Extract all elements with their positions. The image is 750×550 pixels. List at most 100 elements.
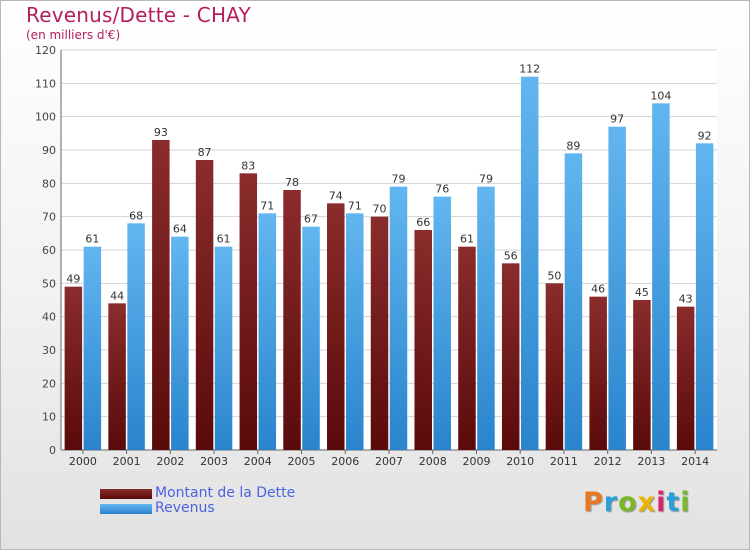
bar-revenue	[608, 126, 626, 451]
data-label-revenue: 92	[698, 129, 712, 142]
x-tick-label: 2003	[200, 455, 228, 468]
bar-debt	[370, 216, 389, 450]
bar-debt	[545, 283, 564, 450]
bar-debt	[589, 296, 607, 450]
data-label-revenue: 67	[304, 213, 318, 226]
bar-revenue	[389, 186, 408, 450]
y-tick-label: 30	[42, 344, 56, 357]
data-label-revenue: 79	[392, 173, 406, 186]
logo-letter: o	[618, 487, 638, 518]
y-tick-label: 10	[42, 411, 56, 424]
x-tick-label: 2002	[156, 455, 184, 468]
logo-letter: P	[583, 487, 604, 518]
x-tick-label: 2000	[69, 455, 97, 468]
y-tick-label: 70	[42, 211, 56, 224]
x-tick-label: 2011	[550, 455, 578, 468]
y-tick-label: 110	[35, 77, 56, 90]
chart-subtitle: (en milliers d'€)	[26, 28, 121, 42]
data-label-debt: 66	[416, 216, 430, 229]
logo-letter: t	[666, 487, 681, 518]
data-label-revenue: 76	[435, 183, 449, 196]
x-tick-label: 2012	[594, 455, 622, 468]
bar-revenue	[477, 186, 495, 450]
logo-letter: i	[680, 487, 691, 518]
logo-letter: x	[637, 487, 657, 518]
data-label-revenue: 97	[610, 113, 624, 126]
data-label-revenue: 61	[85, 233, 99, 246]
bar-revenue	[433, 196, 451, 450]
bar-debt	[64, 286, 83, 450]
data-label-debt: 50	[547, 269, 561, 282]
y-tick-label: 40	[42, 311, 56, 324]
x-tick-label: 2006	[331, 455, 359, 468]
legend-swatch-revenue	[100, 504, 152, 514]
data-label-debt: 74	[329, 189, 343, 202]
x-tick-label: 2001	[113, 455, 141, 468]
bar-revenue	[214, 246, 233, 450]
bar-debt	[108, 303, 126, 450]
data-label-debt: 70	[373, 203, 387, 216]
legend-label-revenue: Revenus	[155, 500, 215, 516]
chart-title: Revenus/Dette - CHAY	[26, 3, 251, 27]
data-label-revenue: 79	[479, 173, 493, 186]
bar-debt	[676, 306, 695, 450]
bar-debt	[327, 203, 345, 450]
data-label-debt: 87	[198, 146, 212, 159]
bar-debt	[501, 263, 520, 450]
bar-revenue	[652, 103, 670, 450]
x-tick-label: 2010	[506, 455, 534, 468]
x-tick-label: 2013	[637, 455, 665, 468]
x-tick-label: 2005	[288, 455, 316, 468]
bar-debt	[458, 246, 476, 450]
x-tick-label: 2009	[462, 455, 490, 468]
data-label-revenue: 71	[260, 199, 274, 212]
bar-revenue	[171, 236, 189, 450]
x-tick-label: 2007	[375, 455, 403, 468]
bar-debt	[195, 160, 214, 450]
bar-revenue	[695, 143, 714, 451]
logo-letter: i	[656, 487, 667, 518]
y-tick-label: 100	[35, 111, 56, 124]
legend-swatch-debt	[100, 489, 152, 499]
bar-revenue	[302, 226, 320, 450]
data-label-revenue: 112	[519, 63, 540, 76]
bar-revenue	[520, 76, 539, 451]
data-label-debt: 49	[66, 273, 80, 286]
y-tick-label: 60	[42, 244, 56, 257]
x-tick-label: 2014	[681, 455, 709, 468]
data-label-debt: 56	[504, 249, 518, 262]
y-tick-label: 90	[42, 144, 56, 157]
data-label-debt: 46	[591, 283, 605, 296]
data-label-revenue: 64	[173, 223, 187, 236]
y-tick-label: 80	[42, 177, 56, 190]
data-label-debt: 45	[635, 286, 649, 299]
bar-debt	[414, 230, 432, 450]
bar-debt	[633, 300, 651, 450]
data-label-revenue: 89	[566, 139, 580, 152]
data-label-revenue: 71	[348, 199, 362, 212]
y-tick-label: 120	[35, 44, 56, 57]
data-label-debt: 83	[241, 159, 255, 172]
bar-debt	[283, 190, 301, 450]
data-label-debt: 44	[110, 289, 124, 302]
legend-label-debt: Montant de la Dette	[155, 485, 296, 501]
y-tick-label: 50	[42, 277, 56, 290]
bar-revenue	[258, 213, 277, 450]
logo-letter: r	[603, 487, 619, 518]
data-label-revenue: 68	[129, 209, 143, 222]
bar-revenue	[83, 246, 102, 450]
proxiti-logo: Proxiti	[583, 487, 691, 518]
y-tick-label: 20	[42, 377, 56, 390]
data-label-debt: 43	[679, 293, 693, 306]
x-tick-label: 2008	[419, 455, 447, 468]
bar-revenue	[127, 223, 145, 450]
bar-debt	[152, 140, 170, 450]
x-tick-label: 2004	[244, 455, 272, 468]
bar-revenue	[564, 153, 583, 451]
data-label-debt: 93	[154, 126, 168, 139]
y-tick-label: 0	[49, 444, 56, 457]
bar-revenue	[346, 213, 364, 450]
data-label-debt: 61	[460, 233, 474, 246]
data-label-revenue: 104	[650, 89, 671, 102]
